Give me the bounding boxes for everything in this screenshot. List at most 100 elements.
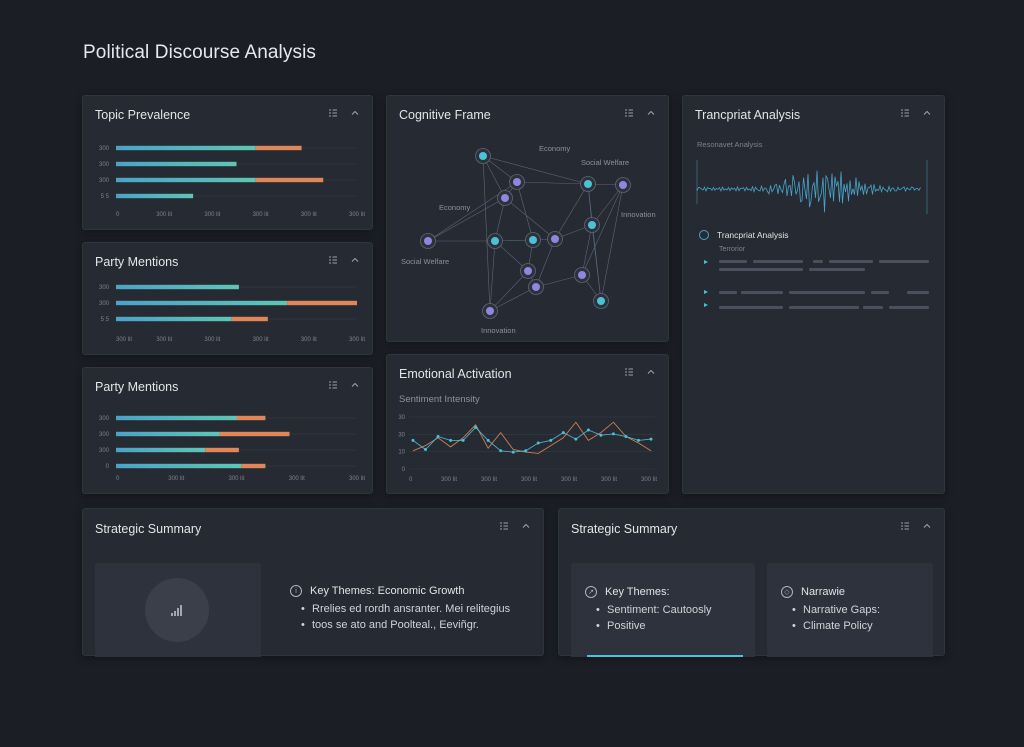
bar: [231, 316, 268, 322]
panel-tools: [900, 521, 932, 531]
chevron-up-icon[interactable]: [350, 380, 360, 390]
bar: [287, 300, 357, 306]
theme-block: i Key Themes: Economic Growth Rrelies ed…: [290, 585, 510, 633]
data-point: [424, 448, 428, 451]
chevron-up-icon[interactable]: [350, 108, 360, 118]
transcript-line: [863, 306, 883, 309]
chevron-up-icon[interactable]: [646, 367, 656, 377]
bar: [205, 447, 239, 453]
topic-prevalence-chart: 300 300 300 5 5 0 300 lit 300 lit 300 lit 300 li…: [99, 145, 365, 218]
party-mentions-chart: 300 300 5 5 300 lit 300 lit 300 lit 300 lit 300…: [99, 284, 365, 343]
chevron-up-icon[interactable]: [350, 255, 360, 265]
data-point: [636, 438, 640, 442]
tick-label: 300 lit: [349, 212, 365, 218]
panel-title: Trancpriat Analysis: [695, 108, 801, 122]
list-icon[interactable]: [328, 255, 338, 265]
bar: [236, 415, 266, 421]
panel-tools: [499, 521, 531, 531]
network-edge: [489, 240, 496, 312]
node-label: Economy: [539, 144, 571, 153]
tick-label: 0: [402, 467, 406, 473]
card-bullet: Narrative Gaps:: [781, 602, 880, 618]
party-mentions-panel: Party Mentions 300 300 5 5 300 lit 300 lit 30…: [82, 242, 373, 355]
list-icon[interactable]: [328, 380, 338, 390]
summary-card-narrative[interactable]: ◇ Narrawie Narrative Gaps: Climate Polic…: [767, 563, 933, 657]
bar: [116, 316, 232, 322]
transcript-section-header: Trancpriat Analysis: [699, 230, 789, 240]
data-point: [599, 433, 603, 437]
compass-icon: ◇: [781, 586, 793, 598]
sentiment-line-chart: 30 30 10 00 300 lit 300 lit 300 lit 300 lit 300 …: [398, 415, 657, 483]
chevron-up-icon[interactable]: [521, 521, 531, 531]
active-card-indicator: [587, 655, 743, 657]
network-edge: [554, 183, 589, 240]
data-point: [461, 438, 465, 442]
node-label: Innovation: [481, 326, 516, 335]
bar: [219, 431, 290, 437]
list-icon[interactable]: [499, 521, 509, 531]
transcript-line: [719, 306, 783, 309]
tick-label: 0: [116, 212, 120, 218]
transcript-line: [879, 260, 929, 263]
page-title: Political Discourse Analysis: [83, 42, 316, 63]
node-label: Social Welfare: [401, 257, 449, 266]
party-mentions-panel-2: Party Mentions 300 300 300 0 0 300 lit 300 lit…: [82, 367, 373, 494]
tick-label: 300 lit: [301, 337, 317, 343]
node-label: Innovation: [621, 210, 656, 219]
tick-label: 300: [99, 162, 110, 168]
play-icon[interactable]: [703, 289, 709, 295]
transcript-line: [809, 268, 865, 271]
chevron-up-icon[interactable]: [922, 521, 932, 531]
panel-title: Emotional Activation: [399, 367, 512, 381]
bar: [116, 145, 256, 151]
data-point: [499, 449, 503, 453]
network-edge: [591, 184, 624, 226]
network-edge: [427, 197, 506, 242]
chevron-up-icon[interactable]: [922, 108, 932, 118]
data-point: [536, 441, 540, 445]
transcript-analysis-panel: Trancpriat Analysis Resonavet Analysis T…: [682, 95, 945, 494]
tick-label: 300 lit: [521, 477, 537, 483]
list-icon[interactable]: [900, 108, 910, 118]
play-icon[interactable]: [703, 302, 709, 308]
network-edge: [581, 184, 624, 276]
bar: [116, 193, 194, 199]
card-heading: Key Themes:: [605, 586, 670, 598]
summary-card-themes[interactable]: ↗ Key Themes: Sentiment: Cautoosly Posit…: [571, 563, 755, 657]
bar-chart-icon-circle[interactable]: [145, 578, 209, 642]
transcript-line: [889, 306, 929, 309]
tick-label: 300 lit: [156, 337, 172, 343]
transcript-line: [789, 291, 865, 294]
section-subtitle: Terrorior: [719, 246, 746, 253]
transcript-line: [753, 260, 803, 263]
list-icon[interactable]: [328, 108, 338, 118]
tick-label: 300 lit: [481, 477, 497, 483]
topic-prevalence-panel: Topic Prevalence 300 300 300 5 5 0 300 lit 300…: [82, 95, 373, 230]
waveform-label: Resonavet Analysis: [697, 140, 763, 149]
tick-label: 300 lit: [301, 212, 317, 218]
tick-label: 300 lit: [168, 476, 184, 482]
tick-label: 300 lit: [601, 477, 617, 483]
panel-tools: [328, 108, 360, 118]
tick-label: 300 lit: [349, 476, 365, 482]
card-bullet: Sentiment: Cautoosly: [585, 602, 712, 618]
transcript-line: [719, 268, 803, 271]
bar: [116, 415, 237, 421]
tick-label: 300: [99, 448, 110, 454]
network-node: [578, 271, 586, 279]
tick-label: 300 lit: [204, 337, 220, 343]
list-icon[interactable]: [624, 367, 634, 377]
data-point: [649, 437, 653, 441]
network-edge: [581, 224, 593, 276]
tick-label: 300 lit: [641, 477, 657, 483]
tick-label: 300 lit: [116, 337, 132, 343]
network-edge: [600, 184, 624, 302]
tick-label: 300: [99, 416, 110, 422]
network-edge: [587, 183, 602, 302]
play-icon[interactable]: [703, 259, 709, 265]
list-icon[interactable]: [624, 108, 634, 118]
transcript-line: [789, 306, 859, 309]
list-icon[interactable]: [900, 521, 910, 531]
transcript-line: [829, 260, 873, 263]
chevron-up-icon[interactable]: [646, 108, 656, 118]
